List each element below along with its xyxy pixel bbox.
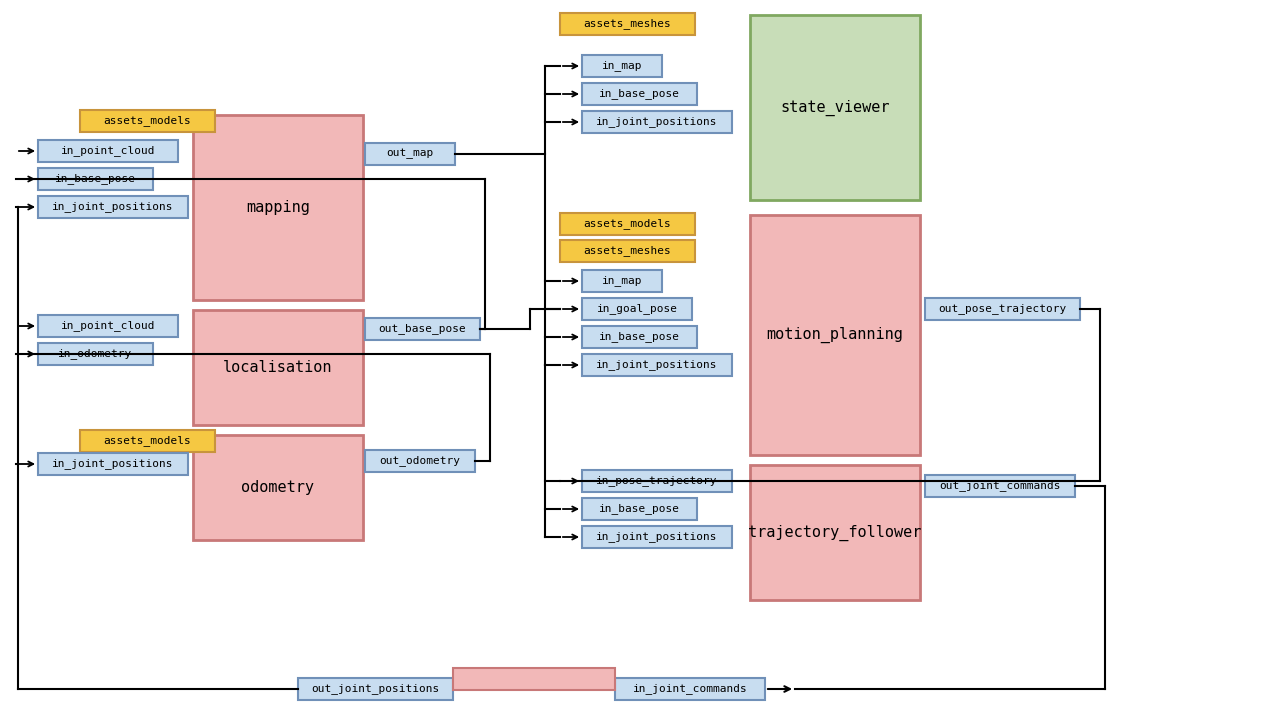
Text: assets_meshes: assets_meshes — [584, 19, 672, 29]
Text: in_pose_trajectory: in_pose_trajectory — [596, 475, 718, 486]
Bar — [615, 678, 765, 700]
Bar — [560, 240, 695, 262]
Bar — [193, 435, 363, 540]
Text: state_viewer: state_viewer — [780, 99, 890, 116]
Bar — [298, 678, 453, 700]
Bar — [582, 498, 697, 520]
Bar — [582, 83, 697, 105]
Text: in_base_pose: in_base_pose — [55, 174, 136, 184]
Text: in_joint_commands: in_joint_commands — [632, 684, 747, 694]
Text: in_base_pose: in_base_pose — [599, 89, 679, 99]
Bar — [38, 168, 152, 190]
Text: in_joint_positions: in_joint_positions — [52, 458, 174, 470]
Bar — [38, 140, 178, 162]
Bar — [925, 298, 1080, 320]
Bar — [582, 326, 697, 348]
Text: localisation: localisation — [224, 360, 333, 375]
Bar — [38, 315, 178, 337]
Text: in_joint_positions: in_joint_positions — [596, 531, 718, 543]
Bar — [751, 215, 919, 455]
Text: out_pose_trajectory: out_pose_trajectory — [939, 304, 1067, 315]
Text: assets_models: assets_models — [584, 219, 672, 230]
Text: out_joint_commands: out_joint_commands — [940, 480, 1060, 491]
Text: out_map: out_map — [386, 149, 433, 159]
Bar — [364, 318, 480, 340]
Text: in_point_cloud: in_point_cloud — [61, 146, 155, 157]
Bar — [453, 668, 615, 690]
Text: in_map: in_map — [602, 61, 643, 72]
Text: assets_models: assets_models — [104, 116, 192, 127]
Text: in_odometry: in_odometry — [58, 348, 132, 360]
Bar — [560, 213, 695, 235]
Bar — [38, 196, 188, 218]
Bar — [925, 475, 1074, 497]
Bar — [193, 115, 363, 300]
Bar — [364, 450, 475, 472]
Text: in_joint_positions: in_joint_positions — [596, 360, 718, 370]
Text: motion_planning: motion_planning — [767, 327, 903, 343]
Bar — [582, 270, 662, 292]
Text: out_odometry: out_odometry — [380, 455, 461, 466]
Bar — [80, 430, 215, 452]
Bar — [582, 354, 732, 376]
Text: in_joint_positions: in_joint_positions — [596, 117, 718, 127]
Text: assets_models: assets_models — [104, 435, 192, 446]
Bar — [582, 470, 732, 492]
Bar — [582, 55, 662, 77]
Text: in_point_cloud: in_point_cloud — [61, 320, 155, 332]
Text: assets_meshes: assets_meshes — [584, 245, 672, 257]
Bar — [582, 298, 692, 320]
Bar — [751, 15, 919, 200]
Bar — [582, 526, 732, 548]
Bar — [193, 310, 363, 425]
Bar — [582, 111, 732, 133]
Text: in_base_pose: in_base_pose — [599, 332, 679, 342]
Text: trajectory_follower: trajectory_follower — [748, 524, 922, 541]
Text: mapping: mapping — [246, 200, 310, 215]
Bar — [751, 465, 919, 600]
Text: in_map: in_map — [602, 275, 643, 287]
Bar — [560, 13, 695, 35]
Text: out_joint_positions: out_joint_positions — [311, 684, 439, 694]
Bar — [80, 110, 215, 132]
Text: odometry: odometry — [241, 480, 315, 495]
Text: in_base_pose: in_base_pose — [599, 503, 679, 515]
Bar — [38, 343, 152, 365]
Bar — [364, 143, 455, 165]
Text: in_goal_pose: in_goal_pose — [597, 304, 677, 315]
Text: out_base_pose: out_base_pose — [378, 324, 466, 335]
Text: in_joint_positions: in_joint_positions — [52, 202, 174, 212]
Bar — [38, 453, 188, 475]
